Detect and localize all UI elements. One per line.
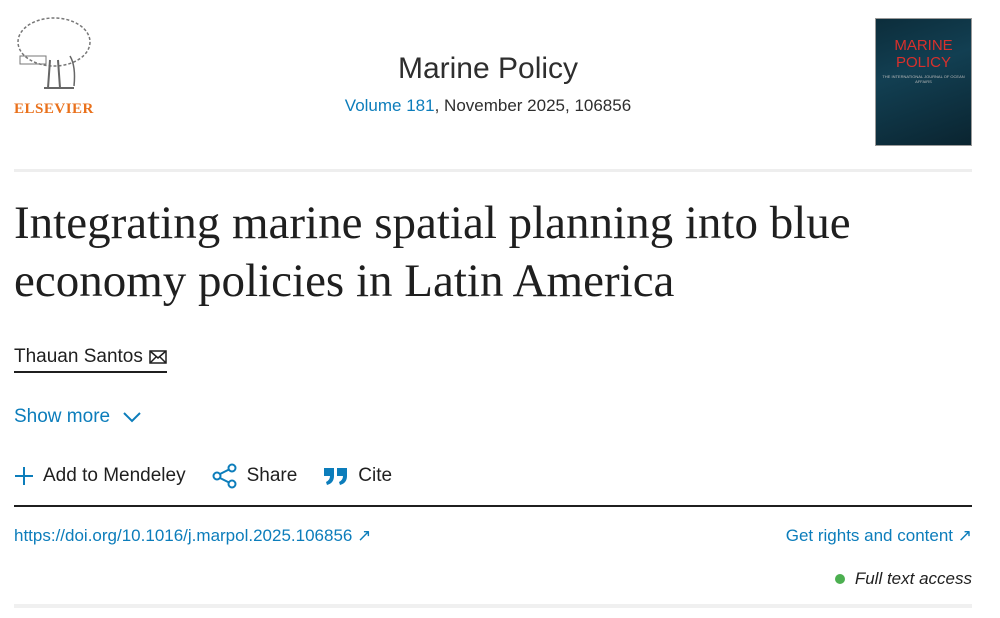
- journal-issue-info: Volume 181, November 2025, 106856: [0, 96, 976, 116]
- divider: [14, 169, 972, 172]
- article-title: Integrating marine spatial planning into…: [14, 197, 851, 307]
- issue-details: , November 2025, 106856: [434, 96, 632, 115]
- external-link-icon: ↗: [957, 526, 972, 545]
- doi-text: https://doi.org/10.1016/j.marpol.2025.10…: [14, 526, 353, 545]
- journal-title[interactable]: Marine Policy: [397, 52, 579, 85]
- quote-icon: [324, 468, 348, 485]
- envelope-icon: [149, 350, 167, 364]
- add-to-mendeley-button[interactable]: Add to Mendeley: [14, 465, 186, 487]
- show-more-button[interactable]: Show more: [14, 406, 142, 428]
- publisher-name: ELSEVIER: [14, 101, 94, 117]
- chevron-down-icon: [123, 412, 141, 423]
- cover-title: MARINE POLICY: [894, 37, 953, 71]
- share-button[interactable]: Share: [212, 463, 298, 489]
- author-name: Thauan Santos: [14, 346, 143, 367]
- plus-icon: [15, 467, 33, 485]
- elsevier-tree-icon: [17, 17, 91, 89]
- show-more-label: Show more: [14, 406, 111, 427]
- divider: [14, 505, 972, 507]
- access-status: Full text access: [834, 569, 972, 589]
- access-dot-icon: [834, 574, 845, 584]
- volume-link[interactable]: Volume 181: [344, 96, 435, 115]
- divider: [14, 604, 972, 608]
- access-label: Full text access: [854, 569, 972, 588]
- external-link-icon: ↗: [357, 526, 372, 545]
- rights-text: Get rights and content: [785, 526, 954, 545]
- author-link[interactable]: Thauan Santos: [14, 346, 167, 373]
- cite-label: Cite: [358, 465, 393, 486]
- doi-link[interactable]: https://doi.org/10.1016/j.marpol.2025.10…: [14, 526, 371, 546]
- mendeley-label: Add to Mendeley: [43, 465, 186, 486]
- elsevier-logo[interactable]: ELSEVIER: [14, 16, 100, 118]
- journal-cover[interactable]: MARINE POLICY THE INTERNATIONAL JOURNAL …: [875, 18, 972, 146]
- cover-subtitle: THE INTERNATIONAL JOURNAL OF OCEAN AFFAI…: [882, 74, 965, 84]
- get-rights-link[interactable]: Get rights and content ↗: [786, 526, 972, 546]
- share-icon: [212, 463, 237, 489]
- cite-button[interactable]: Cite: [323, 465, 392, 487]
- share-label: Share: [246, 465, 298, 486]
